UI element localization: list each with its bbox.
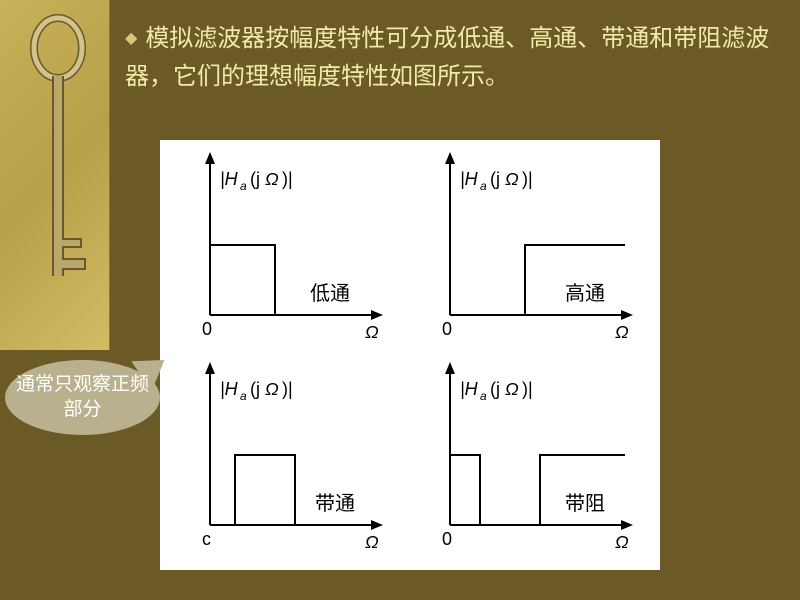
chart-lowpass: |H a (j Ω )| 低通 0 Ω xyxy=(160,140,410,355)
svg-text:Ω: Ω xyxy=(615,532,629,552)
bullet-icon: ◆ xyxy=(125,30,137,47)
svg-text:a: a xyxy=(240,179,247,193)
main-body-text: ◆模拟滤波器按幅度特性可分成低通、高通、带通和带阻滤波器，它们的理想幅度特性如图… xyxy=(125,20,780,97)
svg-text:c: c xyxy=(202,529,211,549)
body-text: 模拟滤波器按幅度特性可分成低通、高通、带通和带阻滤波器，它们的理想幅度特性如图所… xyxy=(125,25,769,90)
svg-text:(j: (j xyxy=(250,379,260,399)
chart-highpass: |H a (j Ω )| 高通 0 Ω xyxy=(410,140,660,355)
svg-text:a: a xyxy=(480,179,487,193)
sidebar-texture xyxy=(0,0,110,350)
bandstop-label: 带阻 xyxy=(565,492,605,515)
svg-text:|H: |H xyxy=(460,379,479,399)
svg-text:0: 0 xyxy=(442,319,452,339)
svg-text:(j: (j xyxy=(250,169,260,189)
highpass-label: 高通 xyxy=(565,282,605,305)
svg-text:)|: )| xyxy=(522,169,533,189)
svg-text:|H: |H xyxy=(220,169,239,189)
svg-text:)|: )| xyxy=(522,379,533,399)
svg-text:Ω: Ω xyxy=(615,322,629,342)
callout-bubble: 通常只观察正频部分 xyxy=(5,360,160,435)
svg-text:0: 0 xyxy=(202,319,212,339)
svg-text:Ω: Ω xyxy=(505,169,519,189)
svg-text:a: a xyxy=(240,389,247,403)
svg-text:0: 0 xyxy=(442,529,452,549)
svg-text:)|: )| xyxy=(282,169,293,189)
key-icon xyxy=(28,10,88,340)
svg-text:(j: (j xyxy=(490,379,500,399)
svg-text:|H: |H xyxy=(460,169,479,189)
lowpass-label: 低通 xyxy=(310,282,350,305)
svg-text:Ω: Ω xyxy=(265,379,279,399)
chart-bandstop: |H a (j Ω )| 带阻 0 Ω xyxy=(410,355,660,570)
svg-text:|H: |H xyxy=(220,379,239,399)
svg-text:Ω: Ω xyxy=(365,532,379,552)
svg-text:)|: )| xyxy=(282,379,293,399)
svg-text:Ω: Ω xyxy=(265,169,279,189)
svg-text:Ω: Ω xyxy=(365,322,379,342)
svg-text:a: a xyxy=(480,389,487,403)
callout-text: 通常只观察正频部分 xyxy=(15,373,150,422)
chart-bandpass: |H a (j Ω )| 带通 c Ω xyxy=(160,355,410,570)
bandpass-label: 带通 xyxy=(315,492,355,515)
svg-text:(j: (j xyxy=(490,169,500,189)
charts-panel: |H a (j Ω )| 低通 0 Ω |H a (j Ω )| 高通 0 Ω xyxy=(160,140,660,570)
svg-text:Ω: Ω xyxy=(505,379,519,399)
